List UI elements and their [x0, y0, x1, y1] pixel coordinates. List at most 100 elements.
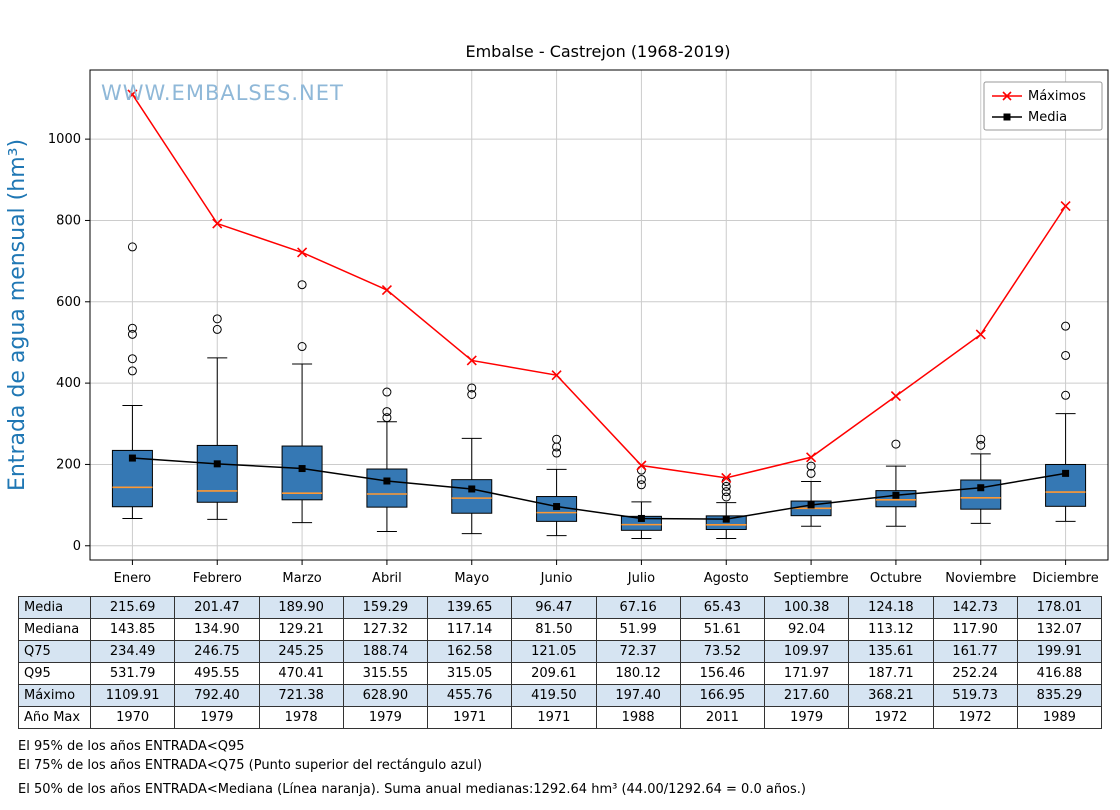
- legend-marker: [1003, 113, 1011, 121]
- y-tick-label: 600: [56, 295, 81, 310]
- y-tick-label: 200: [56, 457, 81, 472]
- table-cell: 142.73: [932, 596, 1018, 619]
- footnote-mediana: El 50% de los años ENTRADA<Mediana (Líne…: [18, 782, 806, 797]
- boxplot-box: [366, 468, 408, 508]
- table-cell: 455.76: [426, 684, 513, 707]
- media-marker: [553, 503, 561, 511]
- table-cell: 519.73: [932, 684, 1018, 707]
- maximos-line: [131, 94, 1067, 479]
- x-tick-label: Diciembre: [1032, 571, 1098, 586]
- media-marker: [468, 485, 476, 493]
- table-cell: 171.97: [763, 662, 850, 685]
- media-marker: [892, 491, 900, 499]
- table-cell: 127.32: [342, 618, 429, 641]
- legend-label: Media: [1028, 110, 1067, 125]
- table-cell: 835.29: [1016, 684, 1103, 707]
- table-cell: 197.40: [595, 684, 681, 707]
- media-marker: [128, 454, 136, 462]
- table-cell: 1978: [258, 706, 344, 729]
- x-tick-label: Enero: [114, 571, 152, 586]
- x-tick-label: Mayo: [454, 571, 489, 586]
- outlier-point: [636, 474, 646, 484]
- table-cell: 189.90: [258, 596, 344, 619]
- row-header: Máximo: [18, 684, 91, 707]
- maximos-marker: [127, 89, 138, 100]
- outlier-point: [127, 242, 137, 252]
- maximos-marker: [297, 247, 308, 258]
- outlier-point: [721, 487, 731, 497]
- table-cell: 188.74: [342, 640, 429, 663]
- outlier-point: [806, 461, 816, 471]
- table-cell: 100.38: [763, 596, 850, 619]
- outlier-point: [297, 280, 307, 290]
- outlier-point: [552, 434, 562, 444]
- outlier-point: [127, 366, 137, 376]
- maximos-marker: [466, 355, 477, 366]
- media-marker: [383, 477, 391, 485]
- outlier-point: [467, 383, 477, 393]
- x-tick-label: Octubre: [870, 571, 922, 586]
- x-tick-label: Marzo: [282, 571, 321, 586]
- table-cell: 187.71: [848, 662, 934, 685]
- outlier-point: [806, 468, 816, 478]
- media-marker: [298, 465, 306, 473]
- table-cell: 134.90: [174, 618, 260, 641]
- table-cell: 51.61: [679, 618, 766, 641]
- table-row: Año Max 1970 1979 1978 1979 1971 1971 1988 2011 1…: [18, 706, 1103, 729]
- table-cell: 495.55: [174, 662, 260, 685]
- row-header: Q95: [18, 662, 91, 685]
- media-marker: [1062, 469, 1070, 477]
- table-cell: 792.40: [174, 684, 260, 707]
- outlier-point: [636, 480, 646, 490]
- table-cell: 1972: [932, 706, 1018, 729]
- x-tick-label: Abril: [372, 571, 402, 586]
- stats-table-body: Media 215.69 201.47 189.90 159.29 139.65 96.47…: [18, 596, 1103, 729]
- table-cell: 124.18: [848, 596, 934, 619]
- table-cell: 215.69: [89, 596, 176, 619]
- table-cell: 1109.91: [89, 684, 176, 707]
- footnote-q95: El 95% de los años ENTRADA<Q95: [18, 739, 245, 754]
- maximos-marker: [551, 370, 562, 381]
- footnote-q75: El 75% de los años ENTRADA<Q75 (Punto su…: [18, 758, 483, 773]
- table-cell: 113.12: [848, 618, 934, 641]
- outlier-point: [721, 492, 731, 502]
- table-cell: 234.49: [89, 640, 176, 663]
- table-cell: 143.85: [89, 618, 176, 641]
- x-tick-label: Julio: [627, 571, 655, 586]
- table-cell: 73.52: [679, 640, 766, 663]
- table-cell: 159.29: [342, 596, 429, 619]
- outlier-point: [127, 323, 137, 333]
- outlier-point: [212, 314, 222, 324]
- table-cell: 531.79: [89, 662, 176, 685]
- table-cell: 135.61: [848, 640, 934, 663]
- x-tick-label: Noviembre: [945, 571, 1016, 586]
- table-cell: 96.47: [511, 596, 597, 619]
- table-cell: 470.41: [258, 662, 344, 685]
- legend-label: Máximos: [1028, 89, 1086, 104]
- table-cell: 162.58: [426, 640, 513, 663]
- x-tick-label: Junio: [540, 571, 573, 586]
- table-cell: 156.46: [679, 662, 766, 685]
- table-cell: 1972: [848, 706, 934, 729]
- table-cell: 315.05: [426, 662, 513, 685]
- outlier-point: [1061, 321, 1071, 331]
- table-cell: 419.50: [511, 684, 597, 707]
- outlier-point: [1061, 350, 1071, 360]
- row-header: Mediana: [18, 618, 91, 641]
- maximos-marker: [381, 284, 392, 296]
- table-cell: 2011: [679, 706, 766, 729]
- table-cell: 252.24: [932, 662, 1018, 685]
- x-tick-label: Febrero: [193, 571, 242, 586]
- table-cell: 1979: [174, 706, 260, 729]
- table-cell: 67.16: [595, 596, 681, 619]
- row-header: Media: [18, 596, 91, 619]
- table-cell: 217.60: [763, 684, 850, 707]
- table-row: Q95 531.79 495.55 470.41 315.55 315.05 209.61 1…: [18, 662, 1103, 685]
- table-cell: 1979: [763, 706, 850, 729]
- outlier-point: [297, 342, 307, 352]
- media-line: [132, 457, 1066, 520]
- table-cell: 199.91: [1016, 640, 1103, 663]
- outlier-point: [976, 440, 986, 450]
- outlier-point: [127, 329, 137, 339]
- outlier-point: [382, 387, 392, 397]
